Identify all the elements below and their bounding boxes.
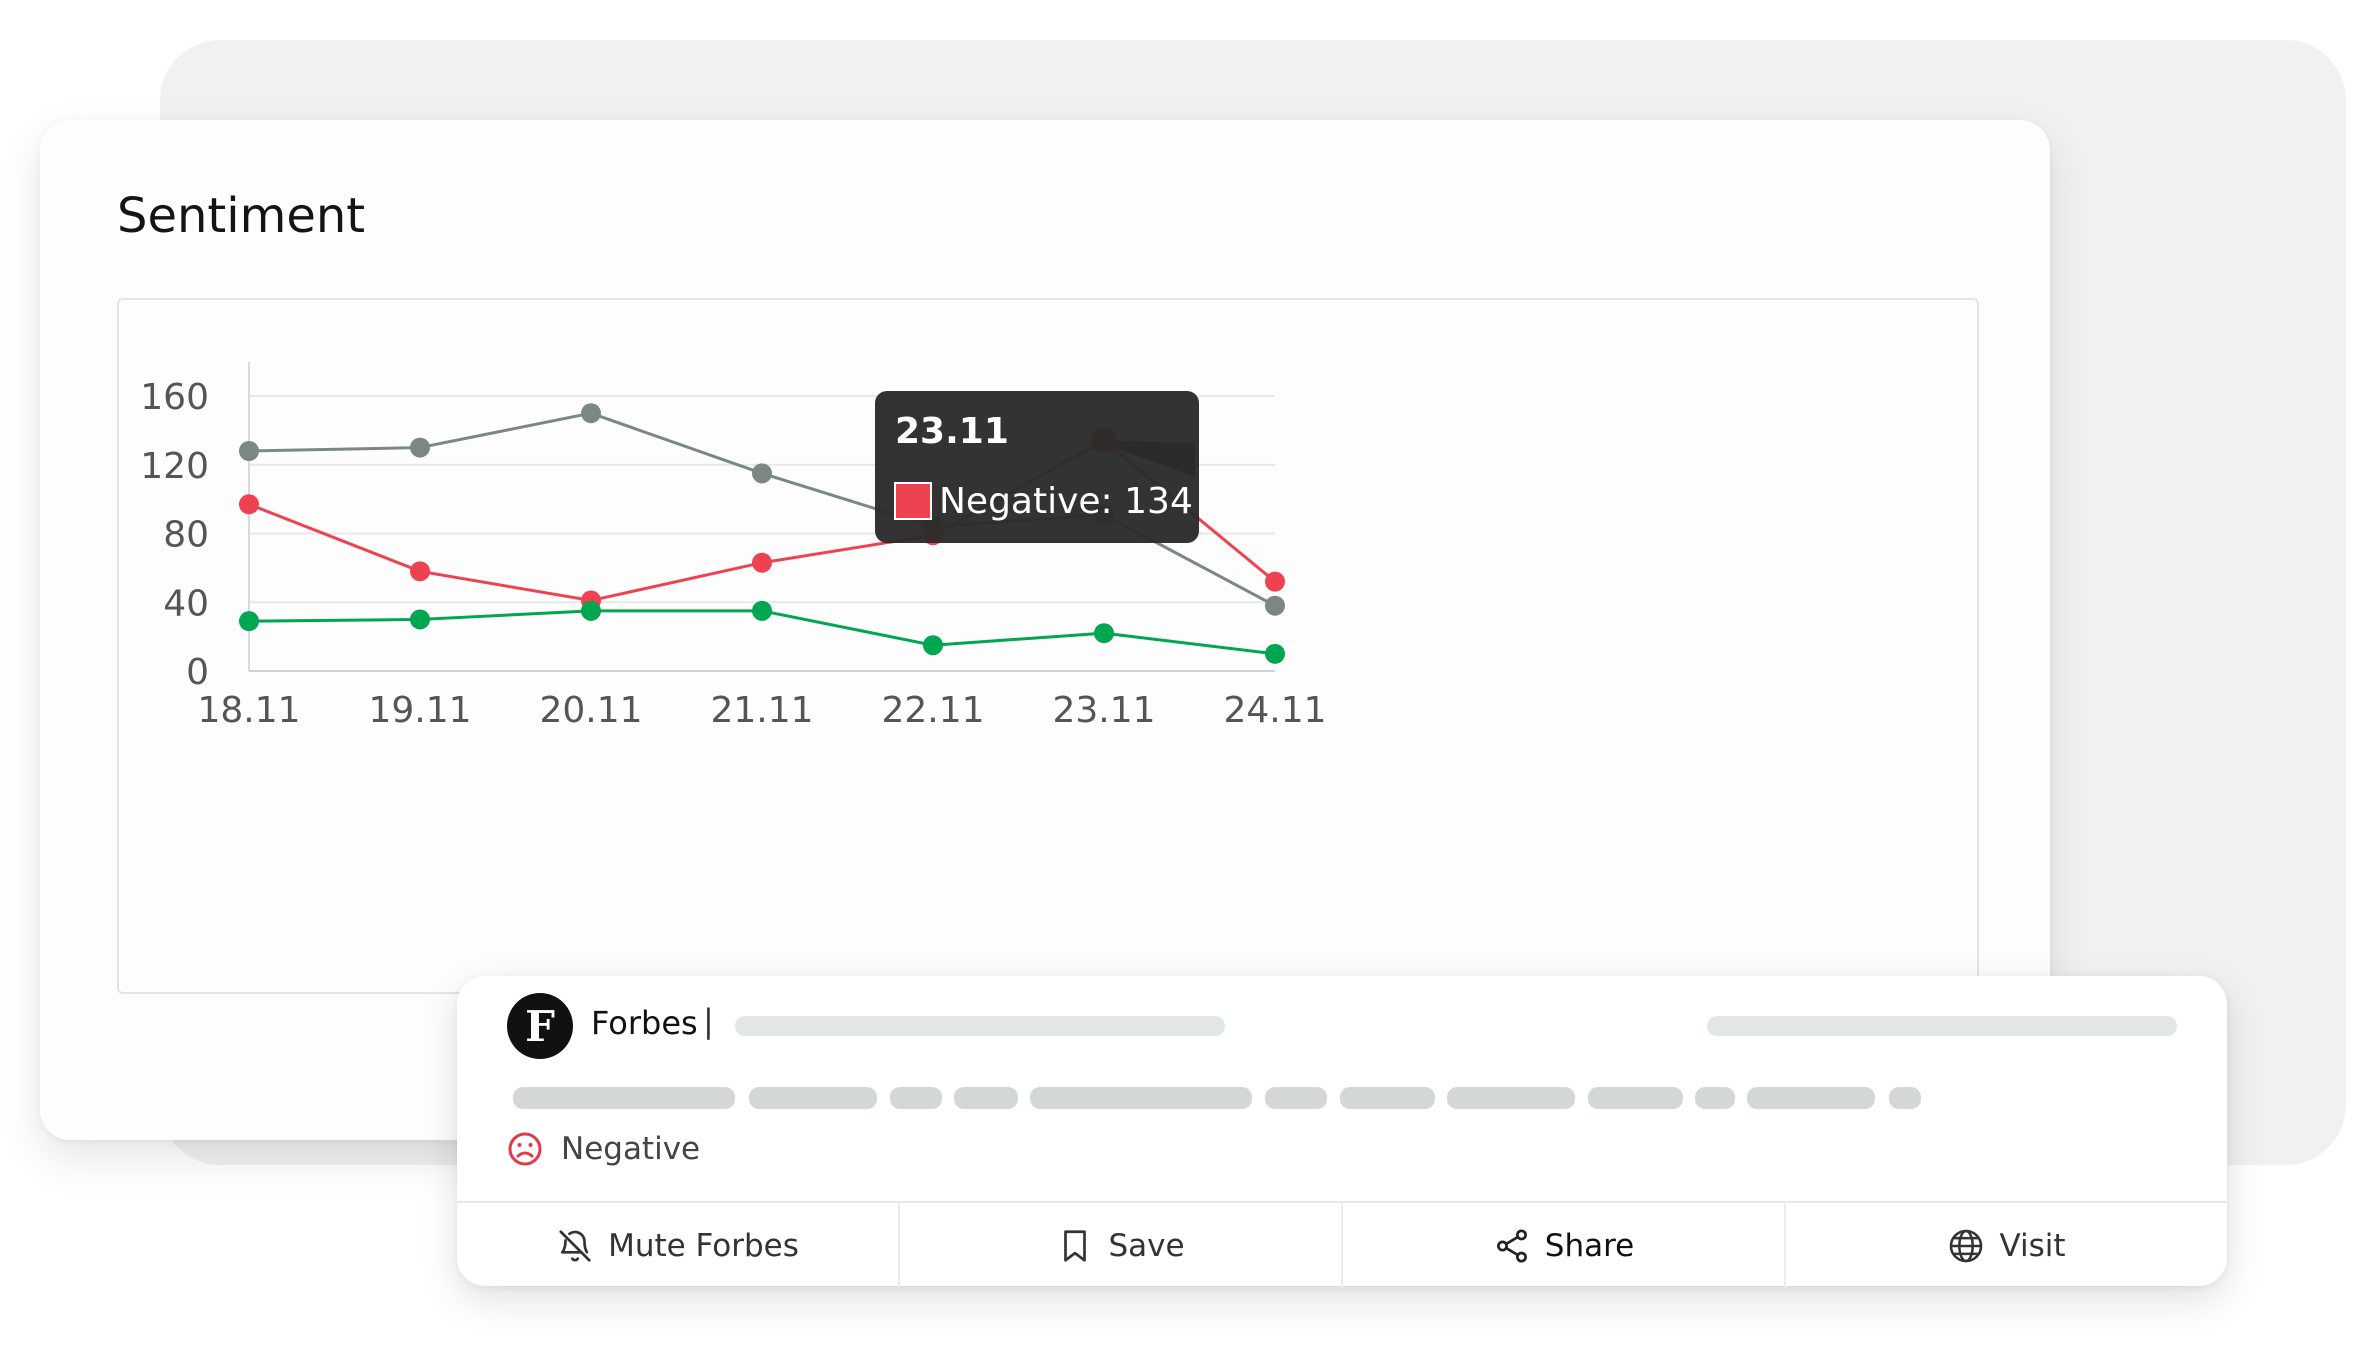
text-placeholder <box>890 1087 942 1109</box>
x-tick-label: 22.11 <box>881 690 984 731</box>
neutral-data-point <box>581 403 601 424</box>
text-placeholder <box>1889 1087 1921 1109</box>
bell-off-icon <box>559 1229 591 1262</box>
positive-data-point <box>923 635 943 656</box>
positive-data-point <box>239 611 259 632</box>
text-placeholder <box>513 1087 735 1109</box>
sentiment-label: Negative <box>561 1131 701 1167</box>
negative-data-point <box>410 561 430 582</box>
y-tick-label: 160 <box>140 377 209 418</box>
sentiment-line-chart: 0 40 80 120 160 18.11 19.11 20.11 21.11 22.11 23.1… <box>140 362 1327 731</box>
visit-label: Visit <box>1999 1227 2066 1264</box>
positive-data-point <box>581 600 601 621</box>
date-placeholder <box>1707 1016 2177 1036</box>
tooltip-value: Negative: 134 <box>939 481 1193 522</box>
positive-data-point <box>1094 623 1114 644</box>
tooltip-pointer <box>1096 440 1195 477</box>
negative-data-point <box>1265 571 1285 592</box>
source-name[interactable]: Forbes <box>591 1004 698 1042</box>
text-placeholder <box>1695 1087 1735 1109</box>
y-tick-label: 80 <box>163 515 209 556</box>
neutral-data-point <box>410 437 430 458</box>
positive-data-point <box>1265 643 1285 664</box>
save-button[interactable]: Save <box>898 1203 1341 1288</box>
text-placeholder <box>1265 1087 1327 1109</box>
forbes-logo-icon: F <box>507 993 573 1059</box>
mention-card: F Forbes | Negative Mute Forbes <box>457 976 2227 1288</box>
share-button[interactable]: Share <box>1341 1203 1784 1288</box>
save-label: Save <box>1108 1227 1185 1264</box>
bookmark-icon <box>1064 1229 1087 1262</box>
neutral-data-point <box>239 441 259 461</box>
text-placeholder <box>1340 1087 1435 1109</box>
negative-data-point <box>239 494 259 515</box>
positive-data-point <box>410 609 430 630</box>
text-placeholder <box>1447 1087 1575 1109</box>
source-separator: | <box>703 1002 714 1040</box>
x-tick-label: 19.11 <box>368 690 471 731</box>
x-tick-label: 24.11 <box>1223 690 1326 731</box>
sad-face-icon <box>508 1132 542 1166</box>
y-tick-label: 40 <box>163 583 209 624</box>
text-placeholder <box>1588 1087 1683 1109</box>
tooltip-date: 23.11 <box>895 411 1009 452</box>
text-placeholder <box>749 1087 877 1109</box>
visit-button[interactable]: Visit <box>1784 1203 2227 1288</box>
share-icon <box>1496 1228 1527 1263</box>
neutral-data-point <box>752 463 772 484</box>
x-tick-label: 18.11 <box>197 690 300 731</box>
x-tick-label: 23.11 <box>1052 690 1155 731</box>
text-placeholder <box>1030 1087 1252 1109</box>
meta-placeholder <box>735 1016 1225 1036</box>
mute-source-button[interactable]: Mute Forbes <box>457 1203 898 1288</box>
mute-label: Mute Forbes <box>608 1227 799 1264</box>
y-tick-label: 120 <box>140 446 209 487</box>
x-tick-label: 20.11 <box>539 690 642 731</box>
neutral-data-point <box>1265 595 1285 616</box>
sentiment-card: Sentiment 0 40 80 120 160 18.11 19.11 20.11 21.1… <box>40 120 2050 1140</box>
x-tick-label: 21.11 <box>710 690 813 731</box>
y-tick-label: 0 <box>186 652 209 693</box>
sentiment-indicator: Negative <box>507 1131 700 1167</box>
share-label: Share <box>1544 1227 1635 1264</box>
tooltip-box <box>875 391 1199 543</box>
positive-data-point <box>752 600 772 621</box>
globe-icon <box>1950 1229 1983 1262</box>
mention-actions: Mute Forbes Save Share <box>457 1201 2227 1288</box>
chart-tooltip: 23.11 Negative: 134 <box>875 391 1199 543</box>
text-placeholder <box>954 1087 1018 1109</box>
negative-data-point <box>752 552 772 573</box>
chart-frame: 0 40 80 120 160 18.11 19.11 20.11 21.11 22.11 23.1… <box>117 298 1979 994</box>
card-title: Sentiment <box>117 188 366 244</box>
tooltip-swatch <box>894 482 932 520</box>
text-placeholder <box>1747 1087 1875 1109</box>
